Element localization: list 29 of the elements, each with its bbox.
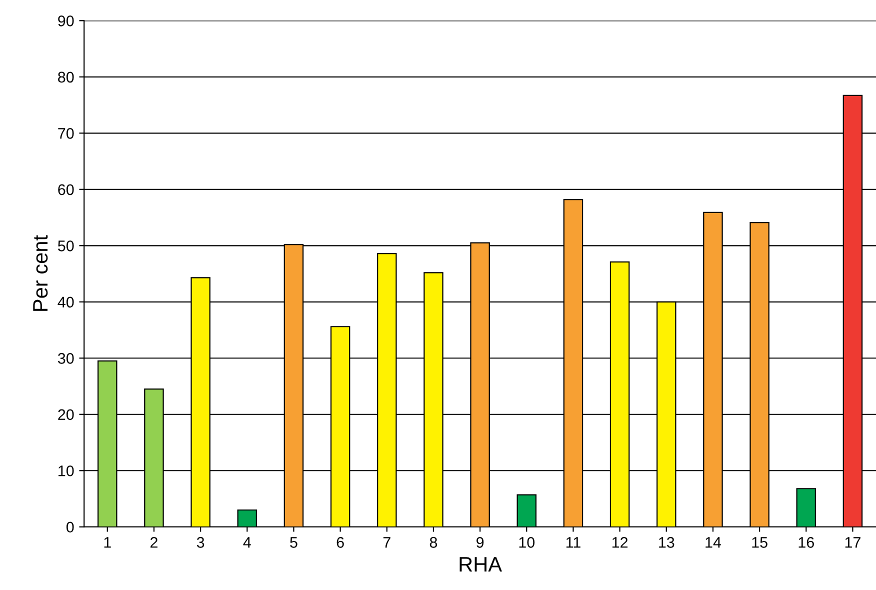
y-tick-label: 40 xyxy=(58,296,74,308)
y-tick-label: 60 xyxy=(58,184,74,196)
y-tick-label: 10 xyxy=(58,465,74,476)
x-tick-label: 5 xyxy=(290,537,298,548)
x-tick-label: 2 xyxy=(150,536,158,548)
x-axis-title: RHA xyxy=(460,557,502,572)
y-tick-label: 50 xyxy=(58,240,74,252)
x-tick-label: 17 xyxy=(845,537,860,548)
x-tick-label: 1 xyxy=(104,537,111,548)
x-tick-label: 9 xyxy=(476,536,484,548)
x-tick-label: 4 xyxy=(243,537,251,548)
y-tick-label: 80 xyxy=(58,72,74,83)
x-tick-label: 3 xyxy=(196,536,204,548)
x-tick-label: 13 xyxy=(659,536,674,548)
x-tick-label: 8 xyxy=(430,536,438,548)
y-tick-label: 0 xyxy=(66,522,74,533)
x-tick-label: 10 xyxy=(519,536,535,548)
x-tick-label: 15 xyxy=(752,537,768,548)
x-tick-label: 16 xyxy=(798,536,814,548)
y-tick-label: 70 xyxy=(58,128,74,139)
y-tick-label: 30 xyxy=(58,353,74,364)
x-tick-label: 7 xyxy=(383,537,390,548)
x-tick-label: 14 xyxy=(706,537,722,548)
x-tick-label: 11 xyxy=(566,537,580,548)
y-axis-title: Per cent xyxy=(33,235,48,311)
y-tick-label: 20 xyxy=(58,409,74,420)
y-tick-label: 90 xyxy=(58,16,74,26)
x-tick-label: 6 xyxy=(336,536,344,548)
x-tick-label: 12 xyxy=(612,536,628,548)
